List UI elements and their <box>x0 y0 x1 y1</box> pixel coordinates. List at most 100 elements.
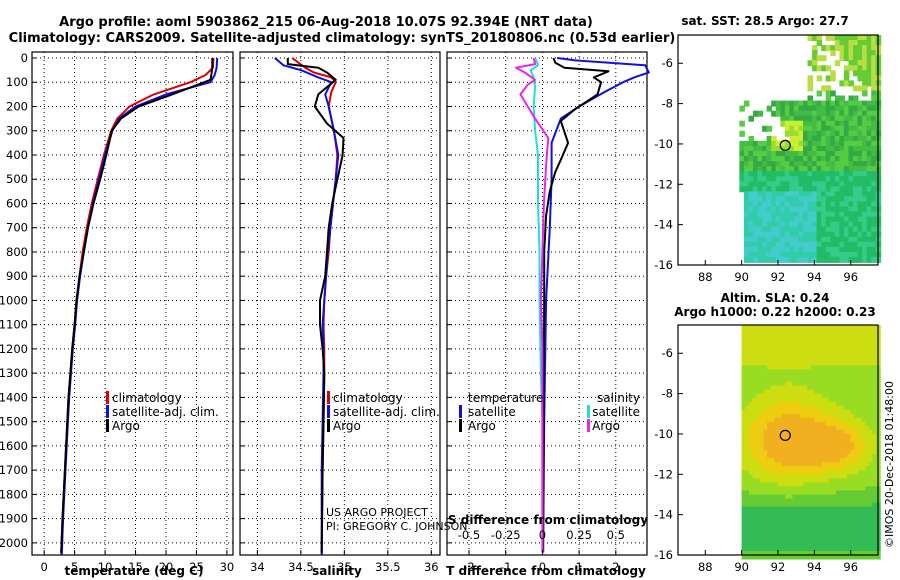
sla-cell <box>781 357 787 362</box>
x-tick-label: 5 <box>71 560 78 574</box>
sla-cell <box>818 429 823 435</box>
sst-cell <box>780 171 786 178</box>
sla-cell <box>774 494 779 499</box>
sst-cell <box>843 75 850 82</box>
sst-cell <box>816 115 823 122</box>
sst-cell <box>857 40 863 46</box>
sla-cell <box>861 369 867 374</box>
sla-cell <box>850 510 856 516</box>
sst-cell <box>843 120 850 127</box>
sst-cell <box>871 50 877 57</box>
sst-cell <box>798 236 804 243</box>
sla-cell <box>839 442 845 447</box>
sla-cell <box>752 526 757 532</box>
sla-cell <box>741 486 747 491</box>
sla-cell <box>763 490 768 495</box>
sla-cell <box>759 494 765 499</box>
sla-cell <box>865 551 870 556</box>
sst-cell <box>766 256 773 263</box>
sla-cell <box>839 345 845 350</box>
sla-cell <box>781 466 787 471</box>
sla-cell <box>756 405 761 411</box>
sst-cell <box>825 231 832 238</box>
sla-cell <box>799 490 805 495</box>
sla-cell <box>847 506 852 512</box>
sst-cell <box>866 221 873 228</box>
sst-cell <box>871 216 877 223</box>
sla-cell <box>788 381 794 386</box>
sst-cell <box>807 216 813 223</box>
sla-cell <box>748 466 754 471</box>
sla-cell <box>868 369 874 374</box>
sla-cell <box>767 393 772 399</box>
map-y-tick-label: -8 <box>662 97 673 111</box>
sst-cell <box>816 135 823 142</box>
sla-cell <box>745 429 750 435</box>
sla-cell <box>781 345 787 350</box>
sst-cell <box>834 226 841 233</box>
sla-cell <box>814 526 819 532</box>
sla-cell <box>781 534 787 540</box>
sla-cell <box>803 417 808 423</box>
sst-cell <box>789 236 795 243</box>
sla-cell <box>828 361 834 366</box>
sla-cell <box>767 413 772 419</box>
sst-cell <box>803 135 809 142</box>
sla-cell <box>759 478 765 483</box>
sla-cell <box>868 442 874 447</box>
sla-cell <box>785 551 790 556</box>
sla-cell <box>850 401 856 407</box>
sst-cell <box>793 125 800 132</box>
sla-cell <box>872 438 877 443</box>
sla-cell <box>854 333 859 338</box>
sla-cell <box>767 425 772 431</box>
sst-cell <box>771 206 777 213</box>
sla-cell <box>785 345 790 350</box>
sla-cell <box>792 401 797 407</box>
sst-cell <box>834 120 841 127</box>
sla-cell <box>770 377 776 382</box>
sla-cell <box>741 534 747 540</box>
sla-cell <box>839 534 845 540</box>
sst-cell <box>807 146 813 152</box>
sla-cell <box>778 417 783 423</box>
sla-cell <box>810 462 816 467</box>
sla-cell <box>748 413 754 419</box>
sla-cell <box>778 555 783 560</box>
sst-cell <box>834 146 841 152</box>
sst-cell <box>843 176 850 183</box>
sla-cell <box>759 506 765 512</box>
sst-cell <box>803 226 809 233</box>
sla-cell <box>850 405 856 411</box>
sst-cell <box>857 236 863 243</box>
sst-cell <box>830 191 836 198</box>
sla-cell <box>759 466 765 471</box>
sla-cell <box>785 454 790 459</box>
sla-cell <box>818 462 823 467</box>
sst-cell <box>857 105 863 112</box>
y-tick-label: 1300 <box>0 366 28 380</box>
sla-cell <box>796 462 801 467</box>
sst-cell <box>803 151 809 157</box>
sla-cell <box>872 389 877 395</box>
sla-cell <box>767 381 772 386</box>
sst-cell <box>848 125 854 132</box>
sst-cell <box>866 191 873 198</box>
sst-cell <box>821 55 827 62</box>
sst-cell <box>830 186 836 193</box>
sla-cell <box>868 425 874 431</box>
sst-cell <box>784 176 791 183</box>
sla-cell <box>832 474 837 479</box>
sla-cell <box>781 361 787 366</box>
sst-cell <box>743 151 750 157</box>
sla-cell <box>788 478 794 483</box>
sla-cell <box>818 486 823 491</box>
sla-cell <box>821 433 827 439</box>
sla-cell <box>810 494 816 499</box>
sla-cell <box>865 329 870 334</box>
sla-cell <box>854 413 859 419</box>
sst-cell <box>780 241 786 248</box>
sla-cell <box>759 361 765 366</box>
sla-cell <box>854 337 859 342</box>
sla-cell <box>745 433 750 439</box>
